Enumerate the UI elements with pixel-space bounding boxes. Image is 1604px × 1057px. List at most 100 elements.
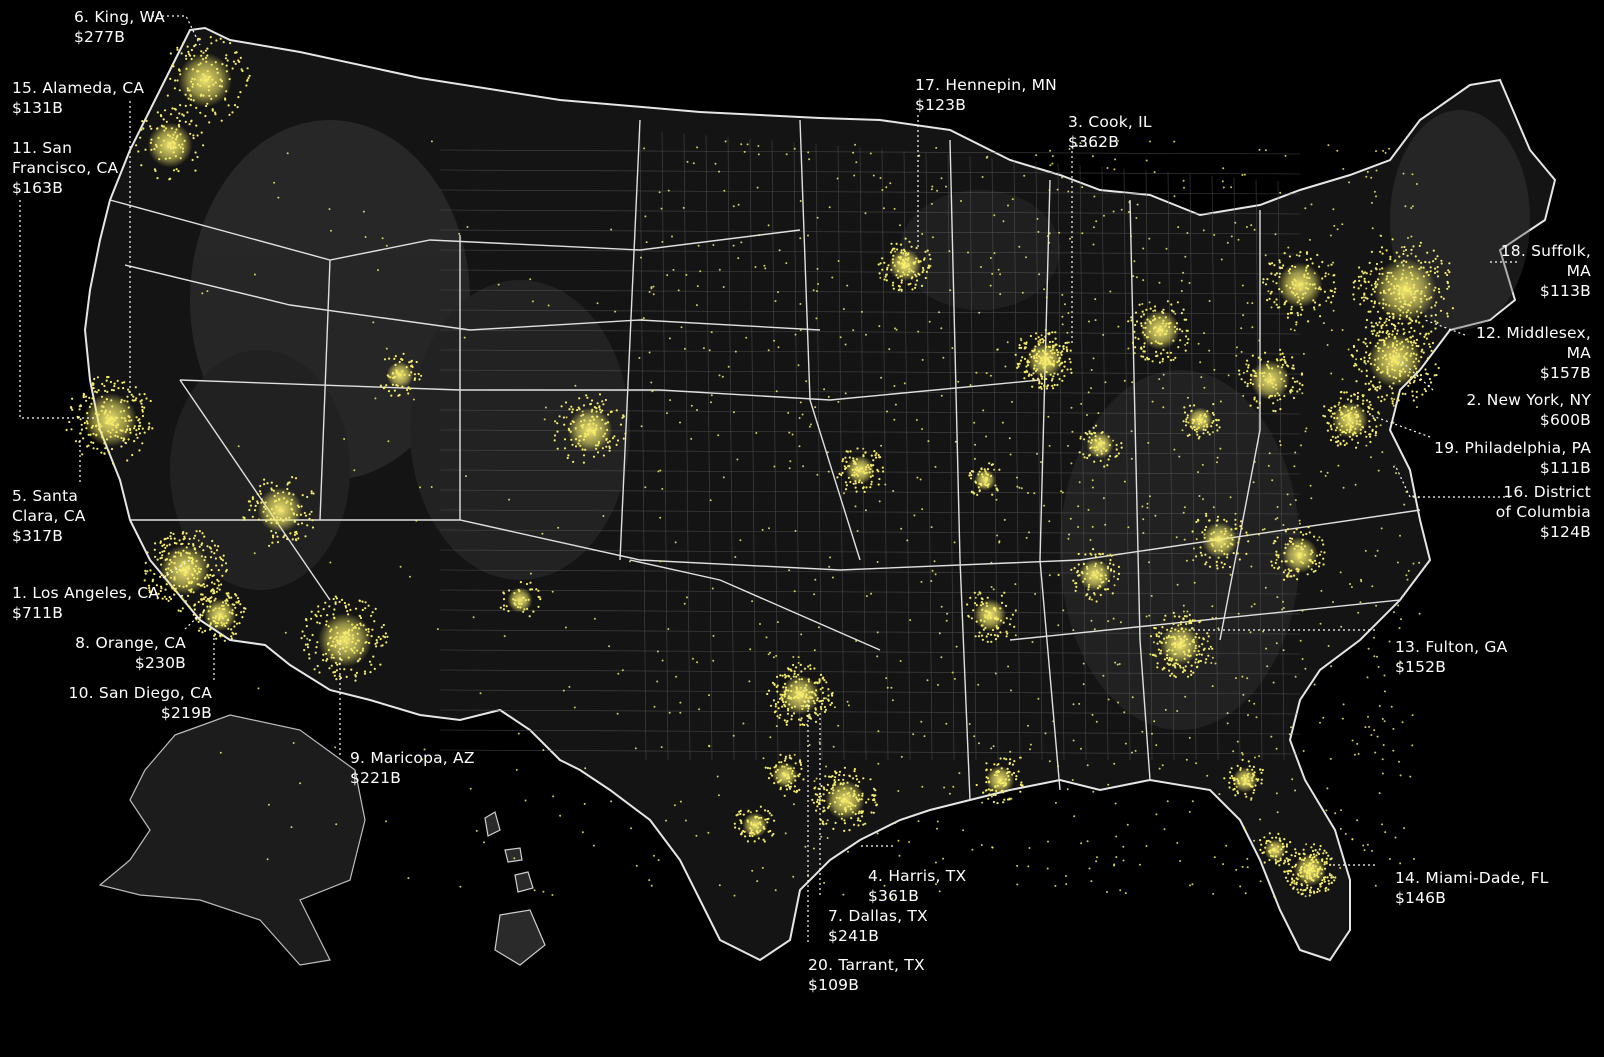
activity-dot — [920, 580, 923, 583]
activity-dot — [1302, 889, 1305, 892]
activity-dot — [1148, 561, 1150, 564]
activity-dot — [1329, 858, 1332, 861]
activity-dot — [1134, 311, 1138, 314]
activity-dot — [1168, 669, 1171, 672]
activity-dot — [1262, 375, 1265, 378]
activity-dot — [1264, 586, 1267, 589]
activity-dot — [216, 587, 219, 590]
activity-dot — [1409, 318, 1412, 321]
metro-cluster-glow — [1202, 522, 1238, 558]
activity-dot — [1134, 749, 1137, 752]
activity-dot — [1155, 355, 1158, 358]
activity-dot — [1107, 579, 1110, 583]
activity-dot — [778, 716, 781, 720]
activity-dot — [1422, 266, 1425, 269]
activity-dot — [1162, 311, 1165, 315]
activity-dot — [154, 542, 157, 545]
activity-dot — [1194, 644, 1197, 647]
activity-dot — [356, 623, 359, 626]
activity-dot — [1178, 615, 1181, 618]
activity-dot — [788, 569, 791, 572]
activity-dot — [1235, 346, 1238, 349]
activity-dot — [1222, 186, 1225, 189]
activity-dot — [1388, 315, 1391, 318]
activity-dot — [1410, 301, 1413, 304]
activity-dot — [592, 431, 595, 434]
activity-dot — [1174, 330, 1177, 333]
activity-dot — [876, 561, 879, 563]
activity-dot — [1347, 409, 1350, 412]
activity-dot — [1334, 287, 1337, 290]
activity-dot — [848, 774, 851, 777]
activity-dot — [1191, 421, 1194, 425]
activity-dot — [259, 484, 262, 488]
activity-dot — [1419, 373, 1422, 377]
activity-dot — [1301, 538, 1304, 541]
activity-dot — [1246, 382, 1249, 385]
activity-dot — [202, 73, 205, 76]
activity-dot — [1286, 316, 1289, 319]
activity-dot — [571, 408, 574, 411]
activity-dot — [210, 581, 214, 584]
activity-dot — [1352, 281, 1355, 284]
activity-dot — [1185, 638, 1188, 641]
activity-dot — [1356, 395, 1359, 398]
activity-dot — [1174, 628, 1177, 631]
activity-dot — [914, 286, 917, 289]
activity-dot — [989, 789, 992, 792]
activity-dot — [113, 385, 116, 388]
activity-dot — [1144, 358, 1147, 361]
activity-dot — [1383, 321, 1386, 324]
activity-dot — [199, 584, 202, 587]
activity-dot — [1353, 406, 1357, 409]
activity-dot — [1277, 554, 1280, 557]
activity-dot — [1165, 322, 1168, 325]
activity-dot — [1302, 848, 1305, 851]
activity-dot — [1247, 364, 1250, 367]
activity-dot — [1054, 344, 1057, 347]
activity-dot — [532, 610, 535, 613]
activity-dot — [195, 106, 198, 109]
activity-dot — [181, 542, 184, 545]
activity-dot — [615, 409, 618, 412]
activity-dot — [582, 404, 586, 407]
activity-dot — [1291, 377, 1294, 380]
activity-dot — [1008, 762, 1011, 766]
activity-dot — [150, 590, 153, 594]
activity-dot — [900, 262, 904, 265]
activity-dot — [160, 587, 163, 590]
activity-dot — [410, 359, 413, 362]
activity-dot — [849, 808, 853, 811]
activity-dot — [855, 490, 858, 493]
activity-dot — [1313, 683, 1316, 686]
activity-dot — [1289, 575, 1292, 578]
activity-dot — [305, 625, 308, 628]
activity-dot — [1039, 338, 1042, 341]
activity-dot — [324, 601, 327, 604]
activity-dot — [1284, 546, 1287, 550]
activity-dot — [1259, 880, 1262, 883]
activity-dot — [1422, 275, 1425, 278]
activity-dot — [1308, 869, 1311, 872]
activity-dot — [1324, 275, 1327, 278]
activity-dot — [809, 717, 813, 720]
activity-dot — [845, 450, 848, 453]
activity-dot — [79, 404, 82, 407]
activity-dot — [272, 518, 275, 521]
activity-dot — [1405, 276, 1408, 279]
activity-dot — [879, 276, 882, 279]
activity-dot — [846, 800, 849, 803]
activity-dot — [597, 440, 601, 443]
activity-dot — [228, 78, 231, 81]
activity-dot — [1327, 888, 1330, 891]
activity-dot — [1087, 508, 1090, 511]
activity-dot — [109, 431, 112, 434]
activity-dot — [584, 433, 587, 436]
activity-dot — [1199, 361, 1202, 364]
activity-dot — [832, 745, 835, 748]
activity-dot — [1261, 768, 1264, 772]
activity-dot — [1412, 399, 1415, 402]
activity-dot — [1145, 159, 1148, 162]
activity-dot — [144, 569, 147, 573]
activity-dot — [1153, 305, 1157, 308]
